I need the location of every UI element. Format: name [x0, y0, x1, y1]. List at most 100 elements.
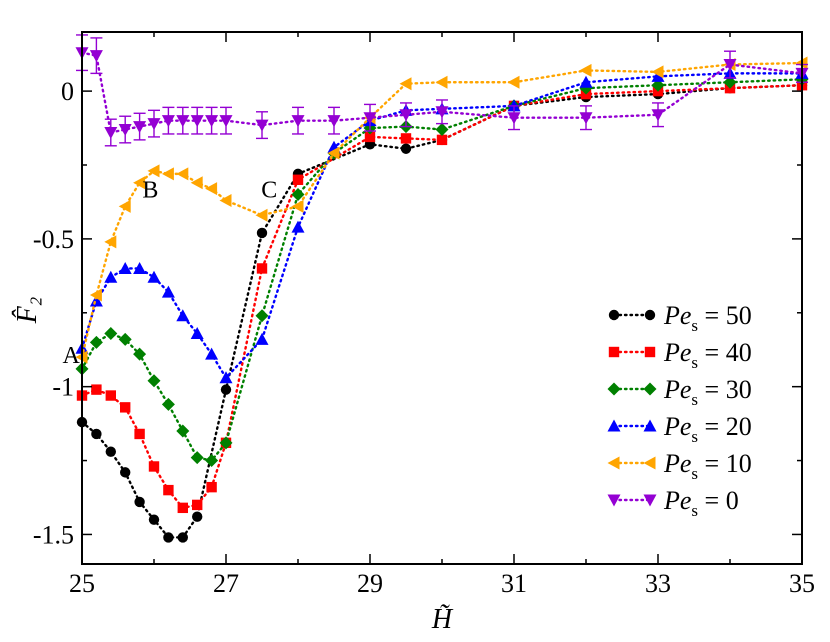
data-point [177, 502, 188, 514]
data-point [134, 428, 145, 440]
series-line [80, 72, 804, 380]
data-point [134, 496, 145, 508]
data-point [163, 484, 174, 496]
legend-marker [607, 494, 621, 507]
data-point [579, 63, 592, 77]
data-point [89, 50, 103, 63]
legend-item-pe-0: Pes = 0 [607, 486, 739, 520]
legend-marker [608, 346, 620, 358]
data-point [205, 347, 219, 360]
data-point [579, 75, 593, 88]
data-point [363, 112, 377, 125]
data-point [219, 371, 233, 384]
data-point [256, 263, 268, 274]
data-point [219, 436, 233, 450]
data-point [651, 78, 665, 92]
data-point [147, 374, 161, 388]
data-point [161, 397, 175, 411]
data-point [192, 499, 203, 511]
data-point [256, 227, 268, 239]
data-point [91, 428, 102, 440]
data-point [161, 285, 175, 298]
data-point [291, 199, 304, 213]
legend-label: Pes = 50 [663, 301, 752, 335]
data-point [220, 384, 232, 395]
data-point [255, 208, 268, 222]
legend-item-pe-20: Pes = 20 [607, 412, 752, 446]
data-point [205, 182, 218, 196]
data-point [104, 326, 118, 340]
data-point [161, 167, 174, 181]
data-point [105, 390, 116, 401]
data-point [89, 294, 103, 307]
data-point [192, 511, 203, 522]
annotation-b: B [142, 178, 158, 204]
data-point [118, 124, 132, 137]
data-point [105, 446, 117, 457]
y-axis-title: F̂₂ [12, 296, 43, 324]
series-line [80, 83, 804, 510]
data-point [120, 467, 131, 478]
tick-layer: 25 27 29 31 33 35 0 -0.5 -1 -1.5 [33, 32, 815, 598]
data-point [147, 270, 161, 283]
data-point [177, 532, 188, 543]
legend-item-pe-50: Pes = 50 [608, 301, 752, 335]
data-point [118, 332, 132, 346]
legend-marker [643, 419, 657, 432]
data-point [364, 131, 376, 143]
legend-label: Pes = 0 [663, 486, 739, 520]
data-point [435, 123, 449, 137]
data-point [507, 75, 520, 89]
legend-marker [644, 309, 656, 321]
data-point [255, 119, 269, 132]
series-pe-0 [75, 34, 809, 147]
legend-label: Pes = 20 [663, 412, 752, 446]
x-tick-label: 35 [789, 569, 815, 598]
legend-marker [607, 382, 621, 396]
data-point [651, 69, 665, 82]
data-point [176, 115, 190, 128]
legend-item-pe-40: Pes = 40 [608, 338, 752, 372]
data-point [291, 188, 305, 202]
y-tick-label: -0.5 [33, 225, 74, 254]
data-point [255, 309, 269, 323]
data-point [148, 514, 160, 525]
x-tick-label: 27 [213, 569, 239, 598]
data-point [190, 451, 204, 465]
data-point [176, 424, 190, 438]
data-point [118, 199, 131, 213]
data-point [133, 261, 147, 274]
data-point [435, 106, 449, 119]
data-point [176, 309, 190, 322]
legend-label: Pes = 10 [663, 449, 752, 483]
data-point [651, 65, 664, 79]
data-point [89, 288, 102, 302]
data-point [161, 115, 175, 128]
data-point [147, 164, 160, 178]
data-point [190, 326, 204, 339]
data-point [327, 115, 341, 128]
data-point [435, 75, 448, 89]
data-point [579, 112, 593, 125]
x-tick-label: 29 [357, 569, 383, 598]
legend-marker [607, 456, 620, 470]
data-point [104, 235, 117, 249]
data-point [219, 115, 233, 128]
legend-marker [607, 419, 621, 432]
data-point [219, 193, 232, 207]
legend-item-pe-10: Pes = 10 [607, 449, 752, 483]
x-tick-label: 33 [645, 569, 671, 598]
x-axis-title: H̃ [431, 604, 454, 635]
legend-label: Pes = 30 [663, 375, 752, 409]
data-point [104, 270, 118, 283]
data-point [291, 115, 305, 128]
legend-item-pe-30: Pes = 30 [607, 375, 752, 409]
data-point [163, 532, 174, 543]
legend-marker [608, 309, 620, 321]
series-line [80, 51, 804, 134]
data-point [118, 261, 132, 274]
y-tick-label: 0 [61, 77, 74, 106]
data-point [91, 384, 102, 395]
data-point [436, 134, 448, 146]
